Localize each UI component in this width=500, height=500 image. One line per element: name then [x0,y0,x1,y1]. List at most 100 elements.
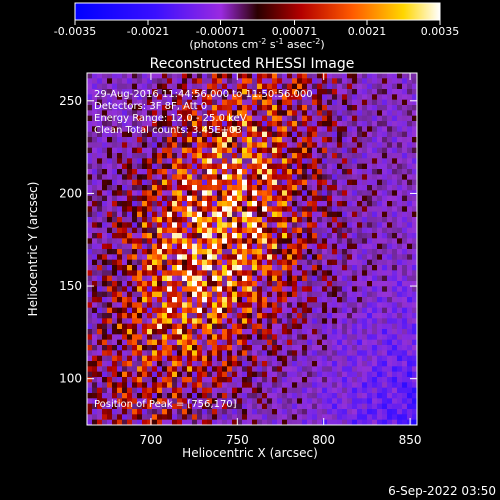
heatmap-cell [122,238,128,245]
heatmap-cell [292,366,298,373]
heatmap-cell [167,110,173,117]
heatmap-cell [347,105,353,111]
heatmap-cell [157,275,163,282]
heatmap-cell [182,105,188,111]
heatmap-cell [207,142,213,149]
heatmap-cell [207,99,213,106]
heatmap-cell [412,115,417,122]
heatmap-cell [112,334,118,341]
heatmap-cell [242,281,248,287]
heatmap-cell [347,355,353,362]
heatmap-cell [127,89,133,95]
heatmap-cell [297,393,303,399]
heatmap-cell [367,249,373,255]
heatmap-cell [147,259,153,266]
heatmap-cell [162,414,168,421]
heatmap-cell [137,153,143,159]
heatmap-cell [127,345,133,351]
heatmap-cell [217,137,223,143]
heatmap-cell [317,243,323,250]
heatmap-cell [137,403,143,410]
heatmap-cell [202,419,208,425]
heatmap-cell [122,73,128,79]
heatmap-cell [357,403,363,410]
heatmap-cell [157,249,163,255]
heatmap-cell [207,211,213,218]
heatmap-cell [267,233,273,239]
x-tick-label: 700 [139,433,162,447]
heatmap-cell [222,238,228,245]
heatmap-cell [262,94,268,101]
heatmap-cell [152,238,158,245]
heatmap-cell [362,238,368,245]
heatmap-cell [347,270,353,277]
heatmap-cell [122,121,128,127]
heatmap-cell [377,249,383,255]
heatmap-cell [107,361,113,367]
heatmap-cell [237,334,243,341]
heatmap-cell [402,190,408,197]
heatmap-cell [127,243,133,250]
heatmap-cell [362,259,368,266]
heatmap-cell [257,158,263,165]
heatmap-cell [187,361,193,367]
heatmap-cell [332,387,338,394]
heatmap-cell [342,323,348,330]
heatmap-cell [297,163,303,170]
heatmap-cell [117,185,123,191]
heatmap-cell [357,355,363,362]
heatmap-cell [327,350,333,357]
heatmap-cell [372,259,378,266]
heatmap-cell [357,409,363,415]
heatmap-cell [197,115,203,122]
heatmap-cell [182,398,188,405]
heatmap-cell [222,89,228,95]
heatmap-cell [307,419,313,425]
heatmap-cell [182,270,188,277]
heatmap-cell [367,270,373,277]
heatmap-cell [262,387,268,394]
heatmap-cell [367,169,373,175]
heatmap-cell [237,94,243,101]
heatmap-cell [192,307,198,314]
heatmap-cell [322,238,328,245]
heatmap-cell [202,211,208,218]
heatmap-cell [257,83,263,90]
heatmap-cell [287,334,293,341]
heatmap-cell [382,190,388,197]
heatmap-cell [107,110,113,117]
heatmap-cell [407,281,413,287]
heatmap-cell [397,99,403,106]
heatmap-cell [87,387,93,394]
heatmap-cell [182,355,188,362]
heatmap-cell [252,350,258,357]
heatmap-cell [387,281,393,287]
heatmap-cell [362,222,368,229]
heatmap-cell [212,89,218,95]
heatmap-cell [327,281,333,287]
heatmap-cell [337,94,343,101]
heatmap-cell [192,201,198,207]
heatmap-cell [112,227,118,234]
heatmap-cell [322,211,328,218]
heatmap-cell [112,286,118,293]
heatmap-cell [332,302,338,309]
heatmap-cell [317,259,323,266]
heatmap-cell [237,115,243,122]
heatmap-cell [337,89,343,95]
heatmap-cell [392,281,398,287]
heatmap-cell [117,233,123,239]
heatmap-cell [342,115,348,122]
heatmap-cell [212,174,218,181]
heatmap-cell [302,323,308,330]
heatmap-cell [337,318,343,325]
heatmap-cell [137,387,143,394]
heatmap-cell [317,185,323,191]
heatmap-cell [182,275,188,282]
heatmap-cell [402,217,408,223]
heatmap-cell [112,419,118,425]
heatmap-cell [317,169,323,175]
heatmap-cell [237,147,243,154]
heatmap-cell [212,403,218,410]
heatmap-cell [117,169,123,175]
